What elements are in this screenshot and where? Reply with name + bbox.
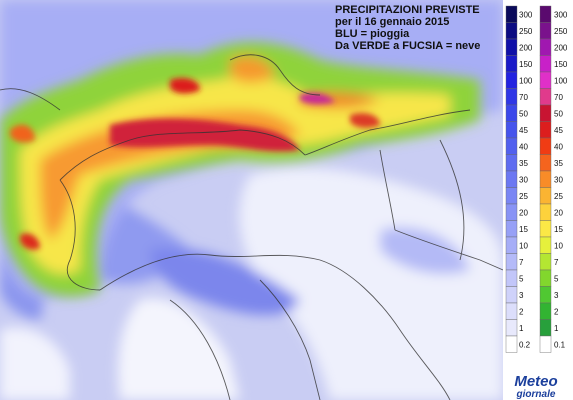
legend-label: 25 xyxy=(554,192,563,201)
legend-label: 30 xyxy=(519,175,528,184)
logo: Meteo giornale xyxy=(514,373,557,400)
legend-label: 100 xyxy=(554,76,568,85)
legend-swatch xyxy=(505,154,518,172)
legend-swatch xyxy=(505,137,518,155)
legend-label: 35 xyxy=(554,159,563,168)
legend-swatch xyxy=(539,203,552,221)
legend-swatch xyxy=(505,38,518,56)
legend-swatch xyxy=(505,170,518,188)
title-line: PRECIPITAZIONI PREVISTE xyxy=(335,4,480,16)
legend-swatch xyxy=(505,253,518,271)
title-line: per il 16 gennaio 2015 xyxy=(335,16,449,28)
legend-label: 40 xyxy=(519,142,528,151)
legend-swatch xyxy=(505,5,518,23)
legend-swatch xyxy=(539,121,552,139)
legend-label: 1 xyxy=(519,324,524,333)
legend-label: 10 xyxy=(519,241,528,250)
legend-label: 300 xyxy=(519,10,533,19)
legend-swatch xyxy=(539,71,552,89)
legend-swatch xyxy=(539,335,552,353)
legend-label: 25 xyxy=(519,192,528,201)
legend-label: 250 xyxy=(519,27,533,36)
legend-swatch xyxy=(539,269,552,287)
legend-swatch xyxy=(539,187,552,205)
legend-swatch xyxy=(539,170,552,188)
legend-swatch xyxy=(539,38,552,56)
title-line: BLU = pioggia xyxy=(335,28,410,40)
legend-swatch xyxy=(505,220,518,238)
legend-swatch xyxy=(505,319,518,337)
legend-label: 35 xyxy=(519,159,528,168)
legend-label: 15 xyxy=(519,225,528,234)
legend-label: 30 xyxy=(554,175,563,184)
legend-swatch xyxy=(505,286,518,304)
legend-label: 2 xyxy=(519,307,524,316)
legend-swatch xyxy=(505,104,518,122)
legend-swatch xyxy=(505,187,518,205)
legend-label: 70 xyxy=(554,93,563,102)
legend-swatch xyxy=(539,137,552,155)
legend-label: 2 xyxy=(554,307,559,316)
legend-swatch xyxy=(539,55,552,73)
legend-swatch xyxy=(505,121,518,139)
legend-label: 5 xyxy=(554,274,559,283)
legend-swatch xyxy=(505,55,518,73)
logo-text: giornale xyxy=(516,389,556,400)
legend: 3002502001501007050454035302520151075321… xyxy=(505,5,568,353)
legend-label: 45 xyxy=(554,126,563,135)
title-line: Da VERDE a FUCSIA = neve xyxy=(335,40,480,52)
legend-swatch xyxy=(505,302,518,320)
legend-label: 20 xyxy=(554,208,563,217)
legend-swatch xyxy=(539,104,552,122)
legend-swatch xyxy=(539,236,552,254)
legend-swatch xyxy=(505,22,518,40)
legend-swatch xyxy=(539,154,552,172)
legend-swatch xyxy=(505,269,518,287)
legend-label: 7 xyxy=(519,258,524,267)
legend-label: 0.1 xyxy=(554,340,566,349)
legend-label: 250 xyxy=(554,27,568,36)
legend-swatch xyxy=(505,236,518,254)
legend-swatch xyxy=(539,5,552,23)
legend-label: 20 xyxy=(519,208,528,217)
legend-swatch xyxy=(539,253,552,271)
legend-label: 50 xyxy=(554,109,563,118)
legend-label: 1 xyxy=(554,324,559,333)
logo-text: Meteo xyxy=(514,373,557,390)
legend-label: 300 xyxy=(554,10,568,19)
legend-label: 150 xyxy=(554,60,568,69)
legend-label: 150 xyxy=(519,60,533,69)
legend-swatch xyxy=(505,71,518,89)
legend-label: 70 xyxy=(519,93,528,102)
legend-label: 45 xyxy=(519,126,528,135)
legend-label: 5 xyxy=(519,274,524,283)
legend-swatch xyxy=(505,335,518,353)
legend-swatch xyxy=(539,319,552,337)
legend-swatch xyxy=(539,286,552,304)
legend-label: 200 xyxy=(519,43,533,52)
legend-label: 10 xyxy=(554,241,563,250)
map-area xyxy=(0,0,503,400)
legend-label: 7 xyxy=(554,258,559,267)
legend-swatch xyxy=(539,302,552,320)
legend-swatch xyxy=(505,203,518,221)
legend-label: 40 xyxy=(554,142,563,151)
legend-swatch xyxy=(539,220,552,238)
legend-swatch xyxy=(505,88,518,106)
legend-label: 3 xyxy=(519,291,524,300)
legend-label: 15 xyxy=(554,225,563,234)
legend-label: 100 xyxy=(519,76,533,85)
legend-label: 0.2 xyxy=(519,340,531,349)
legend-swatch xyxy=(539,22,552,40)
legend-label: 200 xyxy=(554,43,568,52)
legend-swatch xyxy=(539,88,552,106)
legend-label: 3 xyxy=(554,291,559,300)
legend-label: 50 xyxy=(519,109,528,118)
